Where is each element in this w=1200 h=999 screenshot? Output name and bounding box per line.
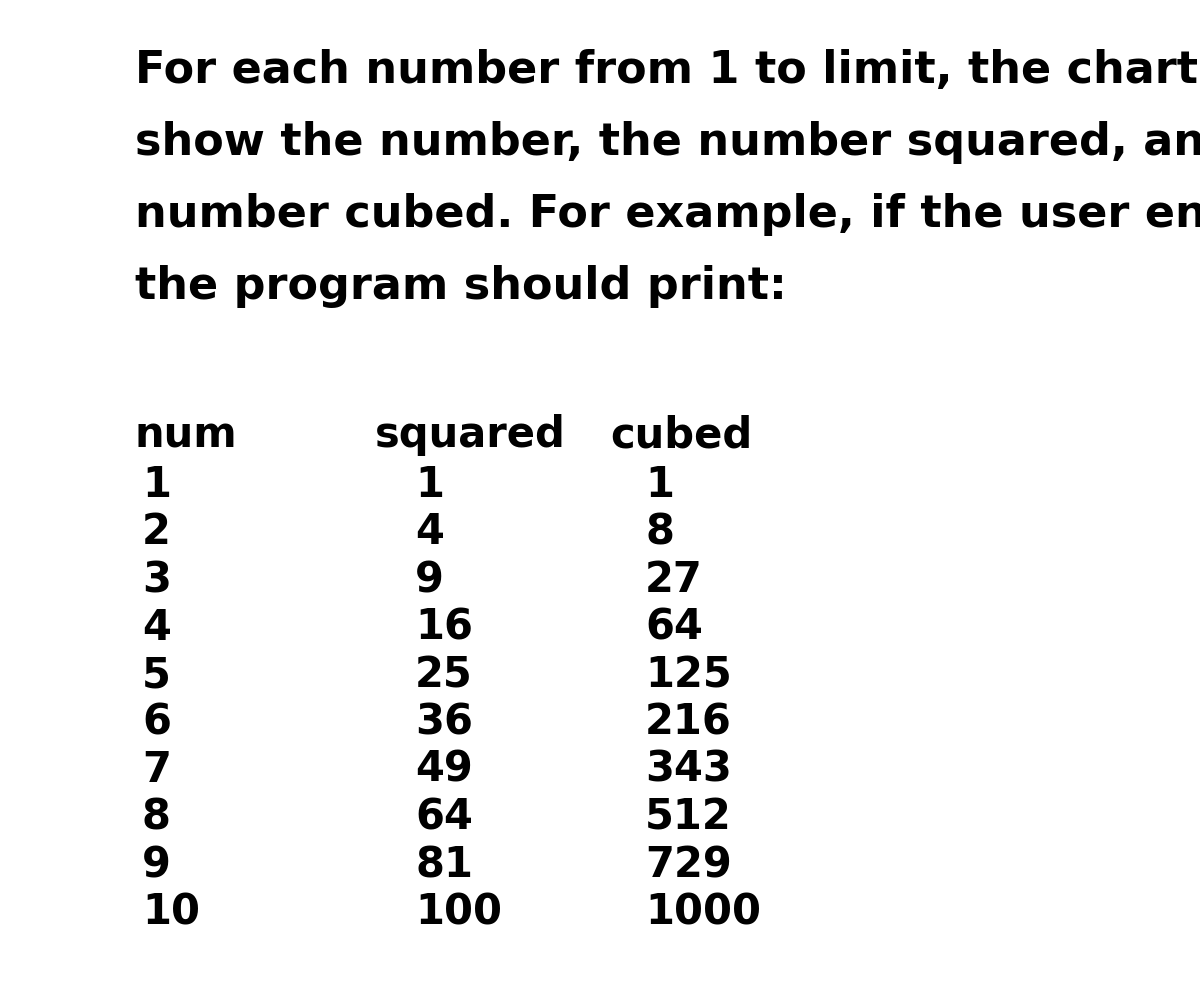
Text: the program should print:: the program should print: (134, 265, 787, 308)
Text: 64: 64 (415, 796, 473, 838)
Text: 729: 729 (646, 844, 732, 886)
Text: For each number from 1 to limit, the chart should: For each number from 1 to limit, the cha… (134, 49, 1200, 92)
Text: 25: 25 (415, 654, 473, 696)
Text: 9: 9 (142, 844, 170, 886)
Text: 16: 16 (415, 606, 473, 648)
Text: 49: 49 (415, 749, 473, 791)
Text: 27: 27 (646, 559, 703, 601)
Text: 1: 1 (646, 464, 674, 506)
Text: 36: 36 (415, 701, 473, 743)
Text: num: num (134, 414, 238, 456)
Text: cubed: cubed (610, 414, 752, 456)
Text: 125: 125 (646, 654, 732, 696)
Text: 5: 5 (142, 654, 170, 696)
Text: 4: 4 (415, 511, 444, 553)
Text: 81: 81 (415, 844, 473, 886)
Text: 1: 1 (142, 464, 172, 506)
Text: 9: 9 (415, 559, 444, 601)
Text: 1000: 1000 (646, 891, 761, 933)
Text: 2: 2 (142, 511, 170, 553)
Text: 64: 64 (646, 606, 703, 648)
Text: 8: 8 (646, 511, 674, 553)
Text: 7: 7 (142, 749, 172, 791)
Text: 1: 1 (415, 464, 444, 506)
Text: 343: 343 (646, 749, 732, 791)
Text: 4: 4 (142, 606, 170, 648)
Text: 10: 10 (142, 891, 200, 933)
Text: number cubed. For example, if the user enters 10,: number cubed. For example, if the user e… (134, 193, 1200, 236)
Text: 8: 8 (142, 796, 172, 838)
Text: 100: 100 (415, 891, 502, 933)
Text: 512: 512 (646, 796, 732, 838)
Text: 3: 3 (142, 559, 172, 601)
Text: 216: 216 (646, 701, 732, 743)
Text: 6: 6 (142, 701, 172, 743)
Text: show the number, the number squared, and the: show the number, the number squared, and… (134, 121, 1200, 164)
Text: squared: squared (374, 414, 566, 456)
